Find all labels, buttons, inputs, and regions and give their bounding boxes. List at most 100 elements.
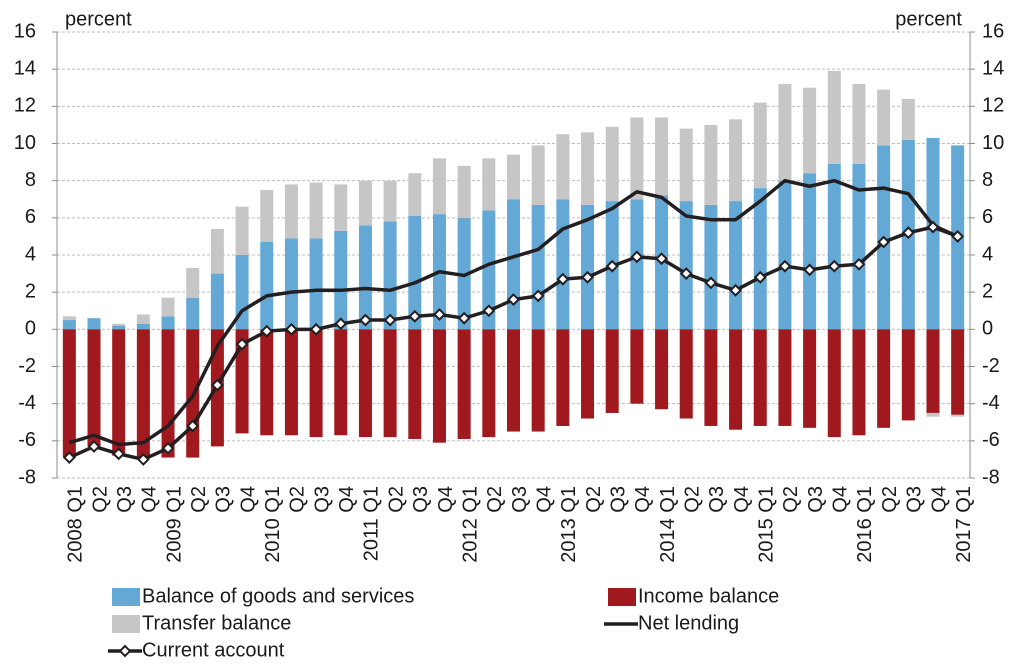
bar [951,414,965,417]
marker [803,263,817,277]
legend-swatch [112,588,140,606]
bar [679,128,693,202]
bar [62,320,76,330]
marker [87,439,101,453]
legend-label: Balance of goods and services [142,585,414,607]
bar [778,329,792,426]
legend-label: Income balance [638,585,779,607]
y-tick-label: -2 [18,355,36,377]
bar [186,297,200,330]
marker [457,311,471,325]
bar [803,329,817,428]
bar [284,184,298,239]
x-tick-label: 2014 Q1 [657,486,679,563]
marker [877,235,891,249]
marker [309,322,323,336]
x-tick-label: Q4 [139,486,161,513]
bar [358,225,372,330]
x-tick-label: Q4 [731,486,753,513]
bar [284,238,298,330]
y2-tick-label: 4 [982,243,993,265]
bar [62,329,76,458]
x-tick-label: Q2 [484,486,506,513]
marker [778,259,792,273]
bar [531,329,545,432]
x-tick-label: 2008 Q1 [65,486,87,563]
bar [186,268,200,298]
bar [605,329,619,413]
x-tick-label: Q3 [410,486,432,513]
marker [630,250,644,264]
marker [359,313,372,327]
bar [531,145,545,205]
marker [951,230,965,243]
bar [630,199,644,330]
bar [260,329,274,436]
marker [334,317,348,331]
bar [482,329,496,438]
y2-tick-label: 2 [982,280,993,302]
bar [753,329,767,426]
x-tick-label: Q3 [904,486,926,513]
bar [112,329,126,456]
bar [581,204,595,330]
x-tick-label: Q2 [188,486,210,513]
bar [87,318,101,330]
y2-tick-label: 6 [982,206,993,228]
bar [704,124,718,205]
bar [926,412,940,417]
x-tick-label: Q4 [533,486,555,513]
bar [112,325,126,330]
y-tick-label: 6 [25,206,36,228]
marker [433,308,446,321]
x-tick-label: 2012 Q1 [459,486,481,563]
bar [482,158,496,211]
marker [235,337,249,351]
marker [704,276,718,290]
bar [112,323,126,326]
bar [630,329,644,404]
x-tick-label: Q3 [311,486,333,513]
bar [383,180,397,222]
marker [62,451,76,464]
x-tick-label: Q2 [89,486,111,513]
bar [334,230,348,330]
bar [210,228,224,274]
x-tick-label: 2017 Q1 [953,486,975,563]
y2-tick-label: 10 [982,132,1004,154]
bar [87,329,101,447]
y-tick-label: 2 [25,280,36,302]
bar [778,180,792,330]
y2-tick-label: 12 [982,95,1004,117]
bar [753,188,767,330]
y2-tick-label: 14 [982,57,1004,79]
y2-tick-label: 0 [982,318,993,340]
y2-tick-label: -6 [982,429,1000,451]
bar [556,199,570,330]
y2-axis-label: percent [895,8,962,30]
bar [408,215,422,330]
x-tick-label: Q3 [213,486,235,513]
marker [482,304,496,318]
bar [901,98,915,140]
y2-tick-label: -4 [982,392,1000,414]
bar [210,273,224,330]
bar [309,238,323,330]
bar [161,329,175,458]
bar [729,119,743,202]
y2-tick-label: 16 [982,20,1004,42]
x-tick-label: Q3 [114,486,136,513]
bar [877,89,891,146]
bar [901,329,915,421]
bar [778,84,792,181]
marker [112,447,126,461]
legend-label: Transfer balance [142,612,291,634]
x-tick-label: Q2 [879,486,901,513]
marker [408,309,422,323]
marker [210,378,224,392]
x-tick-label: Q4 [632,486,654,513]
bar [507,329,520,432]
y-tick-label: 16 [14,20,36,42]
marker [852,257,866,271]
